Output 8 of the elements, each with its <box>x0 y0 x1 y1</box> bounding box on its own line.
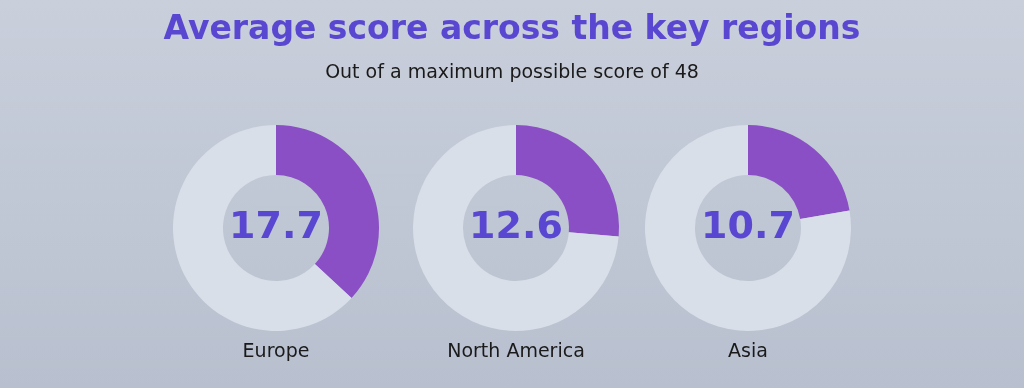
text: 12.6 <box>469 203 563 247</box>
text: Asia <box>728 338 768 361</box>
text: 10.7 <box>701 203 795 247</box>
text: Average score across the key regions <box>162 8 862 47</box>
text: North America <box>447 338 585 361</box>
text: 17.7 <box>229 203 323 247</box>
text: Out of a maximum possible score of 48 <box>324 60 700 82</box>
text: Europe <box>242 338 310 361</box>
